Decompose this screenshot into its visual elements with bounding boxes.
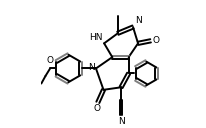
Text: HN: HN: [89, 33, 102, 42]
Text: O: O: [93, 104, 100, 113]
Text: N: N: [117, 117, 124, 126]
Text: O: O: [46, 56, 53, 65]
Text: N: N: [88, 63, 95, 72]
Text: O: O: [152, 36, 159, 45]
Text: N: N: [134, 16, 141, 25]
